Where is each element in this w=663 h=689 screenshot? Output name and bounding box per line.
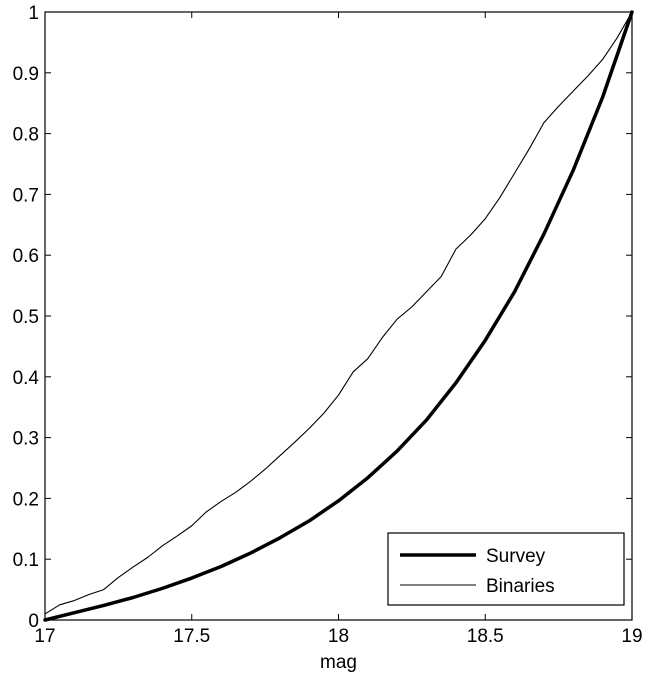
x-tick-labels: 17 17.5 18 18.5 19: [34, 626, 642, 647]
legend-label-binaries: Binaries: [486, 576, 555, 597]
legend: Survey Binaries: [388, 533, 624, 605]
y-tick-label: 0.8: [13, 125, 39, 146]
y-tick-label: 0.1: [13, 550, 39, 571]
legend-label-survey: Survey: [486, 546, 546, 567]
x-tick-label: 18.5: [467, 626, 504, 647]
y-tick-label: 1: [28, 3, 39, 24]
y-tick-label: 0.6: [13, 246, 39, 267]
y-tick-label: 0.4: [13, 368, 40, 389]
x-axis-title: mag: [320, 652, 357, 673]
y-tick-labels: 0 0.1 0.2 0.3 0.4 0.5 0.6 0.7 0.8 0.9 1: [13, 3, 40, 632]
y-tick-label: 0.9: [13, 64, 39, 85]
plot-frame: [45, 12, 632, 620]
y-tick-label: 0.5: [13, 307, 39, 328]
x-tick-label: 19: [621, 626, 642, 647]
y-tick-label: 0: [28, 611, 39, 632]
plot-area: [45, 12, 632, 620]
y-tick-label: 0.7: [13, 185, 39, 206]
y-tick-label: 0.3: [13, 429, 39, 450]
y-tick-label: 0.2: [13, 489, 39, 510]
x-tick-label: 17.5: [173, 626, 210, 647]
x-tick-label: 18: [328, 626, 349, 647]
